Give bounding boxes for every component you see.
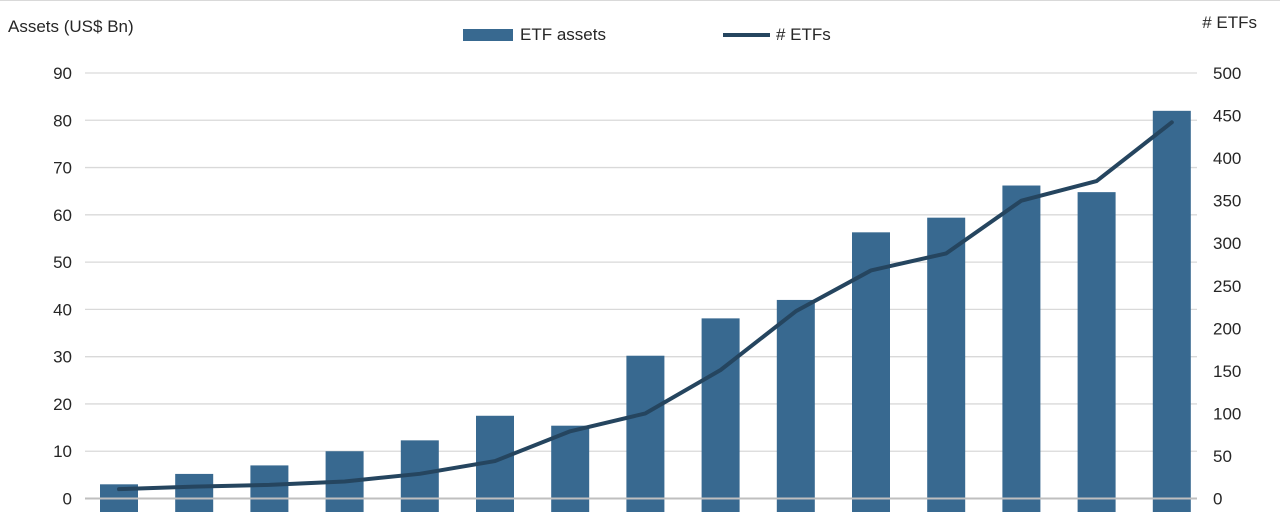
right-axis-tick-label: 150	[1213, 362, 1241, 381]
bar-swatch-icon	[463, 29, 513, 41]
left-axis-tick-label: 0	[63, 490, 72, 509]
left-axis-tick-label: 20	[53, 395, 72, 414]
left-axis-tick-label: 40	[53, 300, 72, 319]
left-axis-tick-label: 70	[53, 159, 72, 178]
left-axis-tick-label: 90	[53, 64, 72, 83]
bar	[1077, 192, 1116, 512]
left-axis-tick-label: 80	[53, 111, 72, 130]
right-axis-tick-label: 250	[1213, 277, 1241, 296]
left-axis-tick-label: 30	[53, 348, 72, 367]
left-axis-tick-label: 50	[53, 253, 72, 272]
right-axis-tick-label: 400	[1213, 149, 1241, 168]
bar	[701, 318, 740, 512]
right-axis-tick-label: 0	[1213, 490, 1222, 509]
legend: ETF assets # ETFs	[0, 23, 1280, 47]
bar	[776, 299, 815, 512]
bar	[175, 473, 214, 512]
right-axis-tick-label: 450	[1213, 107, 1241, 126]
bar	[927, 217, 966, 512]
right-axis-title: # ETFs	[1202, 13, 1257, 32]
right-axis-tick-label: 300	[1213, 234, 1241, 253]
left-axis-title: Assets (US$ Bn)	[8, 17, 134, 36]
bar	[1152, 110, 1191, 512]
left-axis-tick-label: 10	[53, 442, 72, 461]
bar	[1002, 185, 1041, 512]
left-axis-tick-label: 60	[53, 206, 72, 225]
right-axis-tick-label: 350	[1213, 192, 1241, 211]
right-axis-tick-label: 100	[1213, 404, 1241, 423]
right-axis-tick-label: 500	[1213, 64, 1241, 83]
legend-item-etf-assets: ETF assets	[463, 23, 606, 47]
legend-label-etf-assets: ETF assets	[520, 25, 606, 44]
bar	[250, 465, 289, 512]
right-axis-tick-label: 50	[1213, 447, 1232, 466]
line-swatch-icon	[723, 33, 770, 37]
bar	[626, 355, 665, 512]
legend-label-num-etfs: # ETFs	[776, 25, 831, 44]
right-axis-tick-label: 200	[1213, 319, 1241, 338]
legend-item-num-etfs: # ETFs	[723, 23, 831, 47]
bar	[852, 232, 890, 512]
etf-count-line	[117, 120, 1174, 492]
